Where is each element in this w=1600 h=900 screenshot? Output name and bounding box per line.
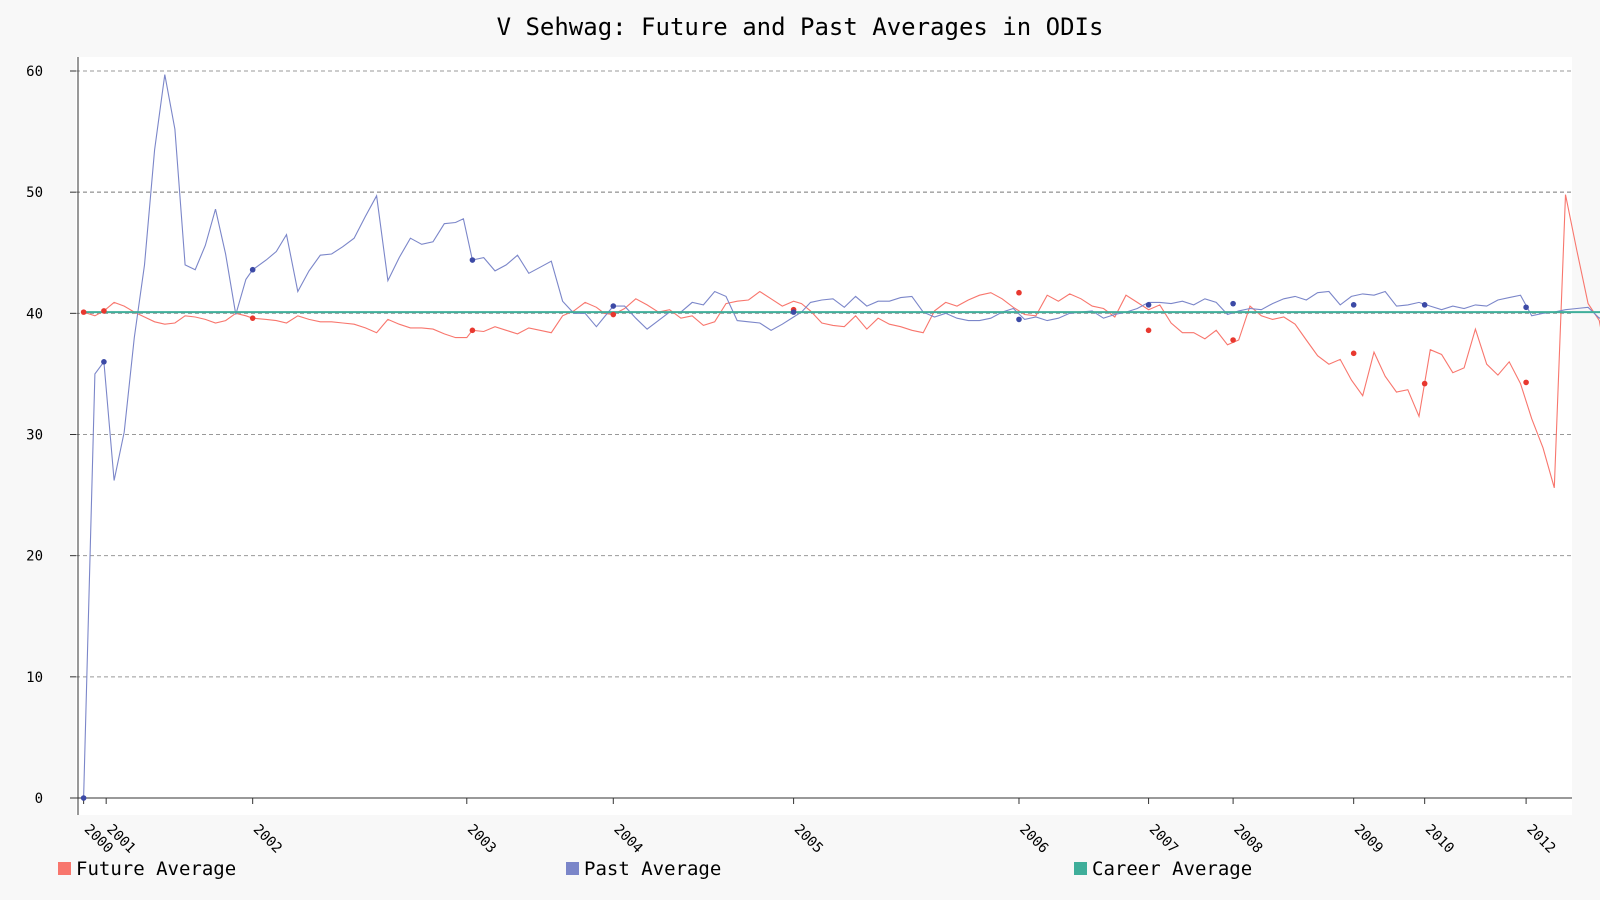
series-markers <box>80 257 1529 801</box>
data-point-future-average <box>610 311 617 318</box>
data-point-future-average <box>1145 327 1152 334</box>
y-tick-label: 40 <box>26 306 43 322</box>
data-point-future-average <box>1230 337 1236 343</box>
y-tick-label: 10 <box>26 670 43 686</box>
legend-entry-label: Career Average <box>1092 858 1252 880</box>
data-point-future-average <box>80 309 87 315</box>
series-lines <box>83 74 1600 799</box>
legend-entry-label: Past Average <box>584 858 721 880</box>
data-point-future-average <box>1421 380 1428 387</box>
data-point-past-average <box>249 266 256 273</box>
y-tick-label: 60 <box>26 64 43 80</box>
data-point-past-average <box>1145 302 1152 308</box>
data-point-past-average <box>1421 302 1428 308</box>
chart-title: V Sehwag: Future and Past Averages in OD… <box>497 13 1104 41</box>
legend-swatch-career-average <box>1074 862 1087 875</box>
data-point-past-average <box>80 795 87 801</box>
y-tick-label: 50 <box>26 185 43 201</box>
data-point-past-average <box>1230 300 1236 307</box>
data-point-past-average <box>1350 302 1357 308</box>
data-point-future-average <box>101 308 107 314</box>
data-point-future-average <box>1350 350 1357 357</box>
data-point-future-average <box>469 327 476 334</box>
data-point-past-average <box>790 309 797 315</box>
data-point-past-average <box>1523 304 1529 311</box>
data-point-future-average <box>249 315 256 321</box>
series-line-future-average <box>83 194 1600 488</box>
data-point-past-average <box>101 359 107 365</box>
legend: Future Average Past Average Career Average <box>58 858 1252 880</box>
data-point-future-average <box>1016 289 1022 296</box>
y-tick-label: 20 <box>26 549 43 565</box>
legend-swatch-past-average <box>566 862 579 875</box>
y-tick-label: 30 <box>26 428 43 444</box>
plot-area <box>76 57 1572 815</box>
grid-lines <box>76 70 1572 678</box>
data-point-past-average <box>1016 316 1022 323</box>
data-point-past-average <box>610 303 617 309</box>
legend-swatch-future-average <box>58 862 71 875</box>
data-point-past-average <box>469 257 476 263</box>
series-line-past-average <box>83 74 1600 799</box>
legend-entry-label: Future Average <box>76 858 236 880</box>
data-point-future-average <box>1523 379 1529 386</box>
y-tick-label: 0 <box>35 791 43 807</box>
